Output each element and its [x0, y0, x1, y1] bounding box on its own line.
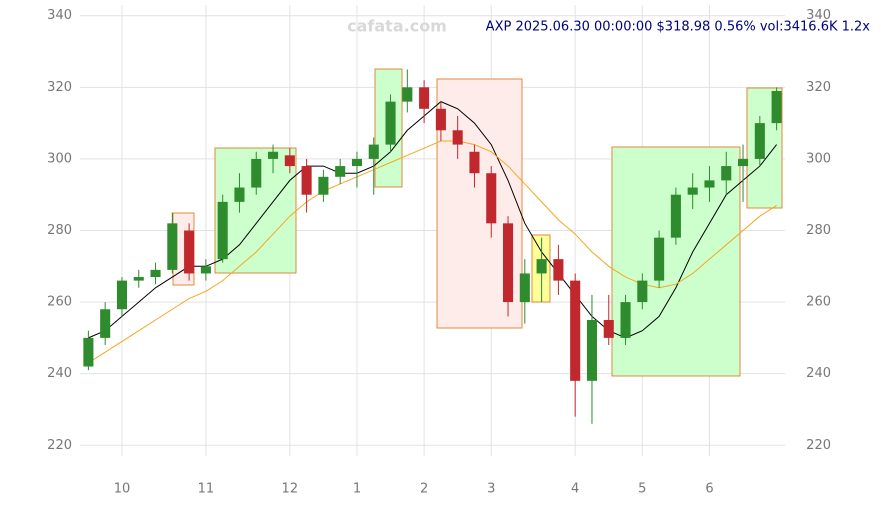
watermark: cafata.com [347, 17, 447, 36]
candle-body [200, 266, 211, 274]
candle-body [654, 237, 665, 281]
candle-body [419, 87, 430, 109]
range-box [611, 146, 741, 377]
candle-body [150, 269, 161, 278]
candle-body [486, 173, 497, 224]
candle-body [586, 319, 597, 381]
candle-body [402, 87, 413, 102]
y-tick-label: 340 [47, 8, 72, 23]
y-tick-label-right: 320 [806, 80, 831, 95]
candle-body [620, 302, 631, 338]
candle-body [603, 319, 614, 338]
candle-body [704, 180, 715, 188]
candle-body [435, 108, 446, 131]
y-tick-label-right: 220 [806, 438, 831, 453]
x-tick-label: 2 [420, 482, 428, 497]
x-tick-label: 10 [114, 482, 131, 497]
x-tick-label: 6 [705, 482, 713, 497]
x-tick-label: 12 [282, 482, 299, 497]
x-tick-label: 1 [353, 482, 361, 497]
candle-body [268, 151, 279, 159]
candle-body [519, 273, 530, 303]
candle-body [738, 158, 749, 167]
candle-body [184, 230, 195, 274]
y-tick-label: 300 [47, 151, 72, 166]
candle-body [100, 309, 111, 338]
y-tick-label-right: 280 [806, 223, 831, 238]
y-tick-label: 220 [47, 438, 72, 453]
y-tick-label-right: 240 [806, 366, 831, 381]
candle-body [637, 280, 648, 303]
candle-body [116, 280, 127, 310]
candle-body [721, 166, 732, 181]
chart-title: AXP 2025.06.30 00:00:00 $318.98 0.56% vo… [486, 20, 871, 35]
candle-body [217, 201, 228, 260]
candle-body [351, 158, 362, 167]
candle-body [133, 277, 144, 281]
candle-body [553, 259, 564, 281]
candle-body [503, 223, 514, 303]
candle-body [284, 155, 295, 167]
candle-body [301, 166, 312, 195]
y-tick-label-right: 340 [806, 8, 831, 23]
candle-body [335, 166, 346, 177]
candle-body [234, 187, 245, 202]
candle-body [167, 223, 178, 270]
candle-body [452, 130, 463, 145]
candle-body [469, 151, 480, 174]
candle-body [368, 144, 379, 159]
x-tick-label: 5 [638, 482, 646, 497]
x-tick-label: 11 [198, 482, 215, 497]
y-tick-label: 320 [47, 80, 72, 95]
candle-body [687, 187, 698, 195]
candle-body [385, 101, 396, 145]
y-tick-label-right: 300 [806, 151, 831, 166]
y-tick-label: 280 [47, 223, 72, 238]
moving-average [88, 140, 777, 364]
candle-body [536, 259, 547, 274]
candle-body [318, 176, 329, 195]
candle-body [754, 123, 765, 159]
candle-body [570, 280, 581, 381]
candle-body [670, 194, 681, 238]
candle-body [83, 337, 94, 367]
y-tick-label: 260 [47, 295, 72, 310]
x-tick-label: 3 [487, 482, 495, 497]
candle-body [251, 158, 262, 188]
y-tick-label-right: 260 [806, 295, 831, 310]
x-tick-label: 4 [571, 482, 579, 497]
y-tick-label: 240 [47, 366, 72, 381]
candle-body [771, 90, 782, 124]
